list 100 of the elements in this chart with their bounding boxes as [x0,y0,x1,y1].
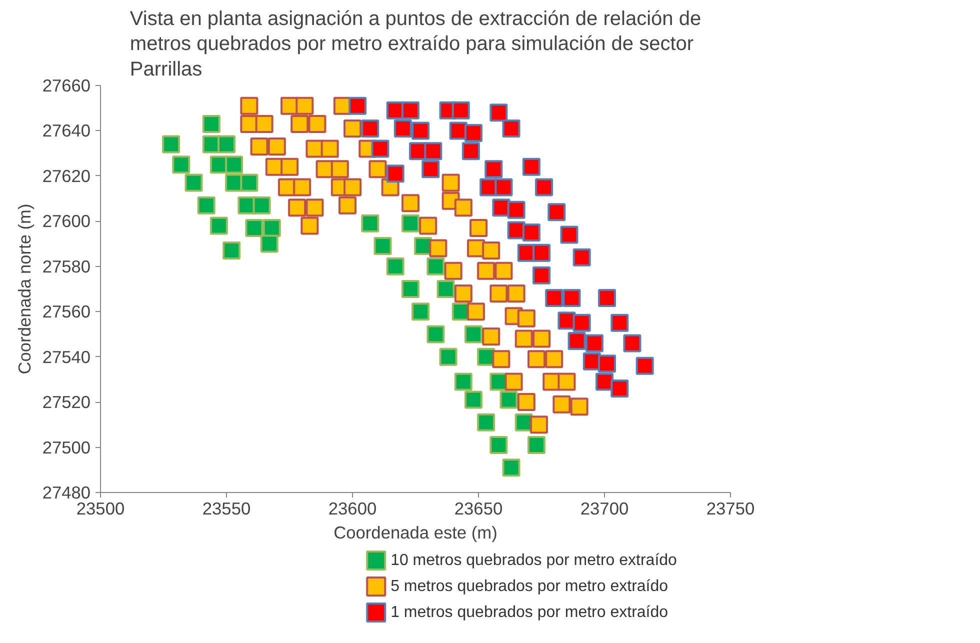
point [454,198,472,217]
point [320,140,339,158]
point [401,280,420,298]
point [500,390,518,409]
point [197,196,216,214]
point [517,393,536,412]
x-axis-title: Coordenada este (m) [334,522,498,542]
point [401,194,420,212]
point [535,178,554,196]
point [394,119,412,138]
point [482,327,500,346]
point [610,379,629,398]
point [308,114,326,133]
point [454,284,472,303]
point [225,156,244,174]
y-tick-label: 27660 [42,76,90,96]
point [532,266,550,284]
point [527,350,546,368]
point [545,289,564,308]
point [368,160,387,178]
point [522,158,540,176]
point [527,436,546,454]
point [490,104,508,122]
point [490,284,508,303]
y-tick-label: 27640 [42,120,90,141]
point [530,416,548,434]
point [426,257,445,276]
y-tick-label: 27540 [42,346,90,367]
point [572,314,591,332]
point [552,395,571,414]
point [623,334,642,352]
point [300,216,319,235]
point [361,214,380,232]
point [330,160,349,178]
point [596,372,614,391]
point [184,174,203,192]
point [172,156,190,174]
point [507,284,526,303]
y-tick-label: 27500 [42,437,90,458]
point [444,262,462,280]
point [466,302,485,321]
point [532,330,550,348]
point [386,257,404,276]
point [514,330,533,348]
point [502,458,520,477]
y-tick-label: 27620 [42,166,90,186]
point [517,309,536,328]
point [464,124,482,142]
point [470,218,488,237]
point [240,174,258,192]
point [260,234,278,253]
x-tick-label: 23700 [580,498,629,518]
point [454,372,472,391]
x-tick-label: 23750 [706,498,755,518]
point [570,398,588,416]
point [290,114,309,133]
point [210,216,228,235]
point [548,203,566,222]
y-tick-label: 27520 [42,392,90,412]
point [464,390,482,409]
point [262,218,281,237]
point [296,96,314,115]
point [598,289,616,308]
point [482,242,500,260]
point [412,302,430,321]
point [477,413,496,432]
point [202,114,220,133]
point [401,214,420,232]
point [494,178,513,196]
point [452,101,470,120]
point [504,372,523,391]
point [348,96,367,115]
point [572,248,591,266]
point [419,216,438,235]
point [636,356,654,375]
point [268,138,286,156]
y-tick-label: 27600 [42,211,90,232]
point [344,119,362,138]
point [250,138,268,156]
point [374,237,392,256]
point [598,354,616,373]
point [568,332,586,350]
point [562,289,581,308]
legend-label: 10 metros quebrados por metro extraído [390,552,678,569]
point [507,200,526,219]
point [477,262,496,280]
point [560,226,578,244]
point [442,174,460,192]
point [222,242,241,260]
point [361,119,380,138]
point [252,196,271,214]
point [218,135,236,154]
point [532,244,550,262]
point [280,158,298,176]
point [293,178,312,196]
point [306,198,324,217]
point [386,164,404,183]
point [422,160,440,178]
point [371,140,390,158]
point [288,198,306,217]
